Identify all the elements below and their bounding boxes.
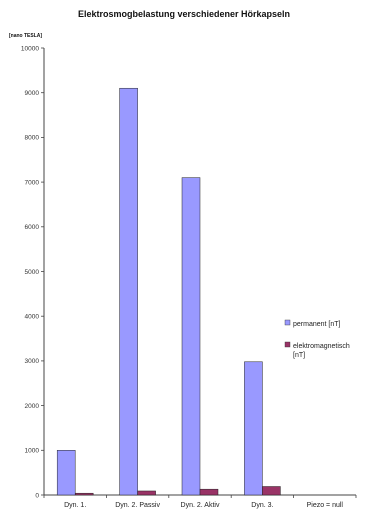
y-tick-label-5000: 5000	[25, 269, 40, 276]
y-tick-label-6000: 6000	[25, 224, 40, 231]
legend: permanent [nT] elektromagnetisch [nT]	[284, 319, 350, 359]
y-tick-label-10000: 10000	[21, 45, 39, 52]
legend-label-permanent: permanent [nT]	[293, 321, 341, 328]
y-axis-ticks: 0 1000 2000 3000 4000 5000 6000 7000 8000 9000 100…	[21, 45, 44, 499]
y-tick-label-9000: 9000	[25, 90, 40, 97]
y-tick-label-8000: 8000	[25, 135, 40, 142]
y-tick-label-3000: 3000	[25, 358, 40, 365]
x-axis-ticks: Dyn. 1. Dyn. 2. Passiv Dyn. 2. Aktiv Dyn. 3…	[43, 495, 357, 509]
y-tick-label-7000: 7000	[25, 179, 40, 186]
bar-permanent	[56, 450, 76, 496]
chart-title: Elektrosmogbelastung verschiedener Hörka…	[78, 9, 290, 19]
y-tick-label-4000: 4000	[25, 314, 40, 321]
y-axis-unit-label: [nano TESLA]	[9, 33, 42, 39]
bar-permanent	[244, 361, 263, 496]
bar-elektromagnetisch	[262, 486, 281, 496]
legend-swatch-elektromagnetisch	[284, 341, 291, 348]
x-category-label: Piezo = null	[307, 502, 344, 509]
y-tick-label-1000: 1000	[25, 448, 40, 455]
bars	[56, 87, 281, 496]
y-tick-label-2000: 2000	[25, 403, 40, 410]
bar-elektromagnetisch	[74, 492, 94, 496]
x-category-label: Dyn. 2. Passiv	[115, 502, 160, 509]
bar-elektromagnetisch	[137, 490, 156, 496]
y-tick-label-0: 0	[35, 492, 39, 499]
legend-label-elektromagnetisch-unit: [nT]	[293, 352, 305, 359]
x-category-label: Dyn. 1.	[64, 502, 86, 509]
x-category-label: Dyn. 2. Aktiv	[181, 502, 220, 509]
x-category-label: Dyn. 3.	[251, 502, 273, 509]
legend-label-elektromagnetisch: elektromagnetisch	[293, 343, 350, 350]
legend-swatch-permanent	[284, 319, 291, 326]
bar-permanent	[181, 177, 201, 496]
bar-permanent	[119, 87, 138, 496]
bar-elektromagnetisch	[199, 488, 219, 496]
